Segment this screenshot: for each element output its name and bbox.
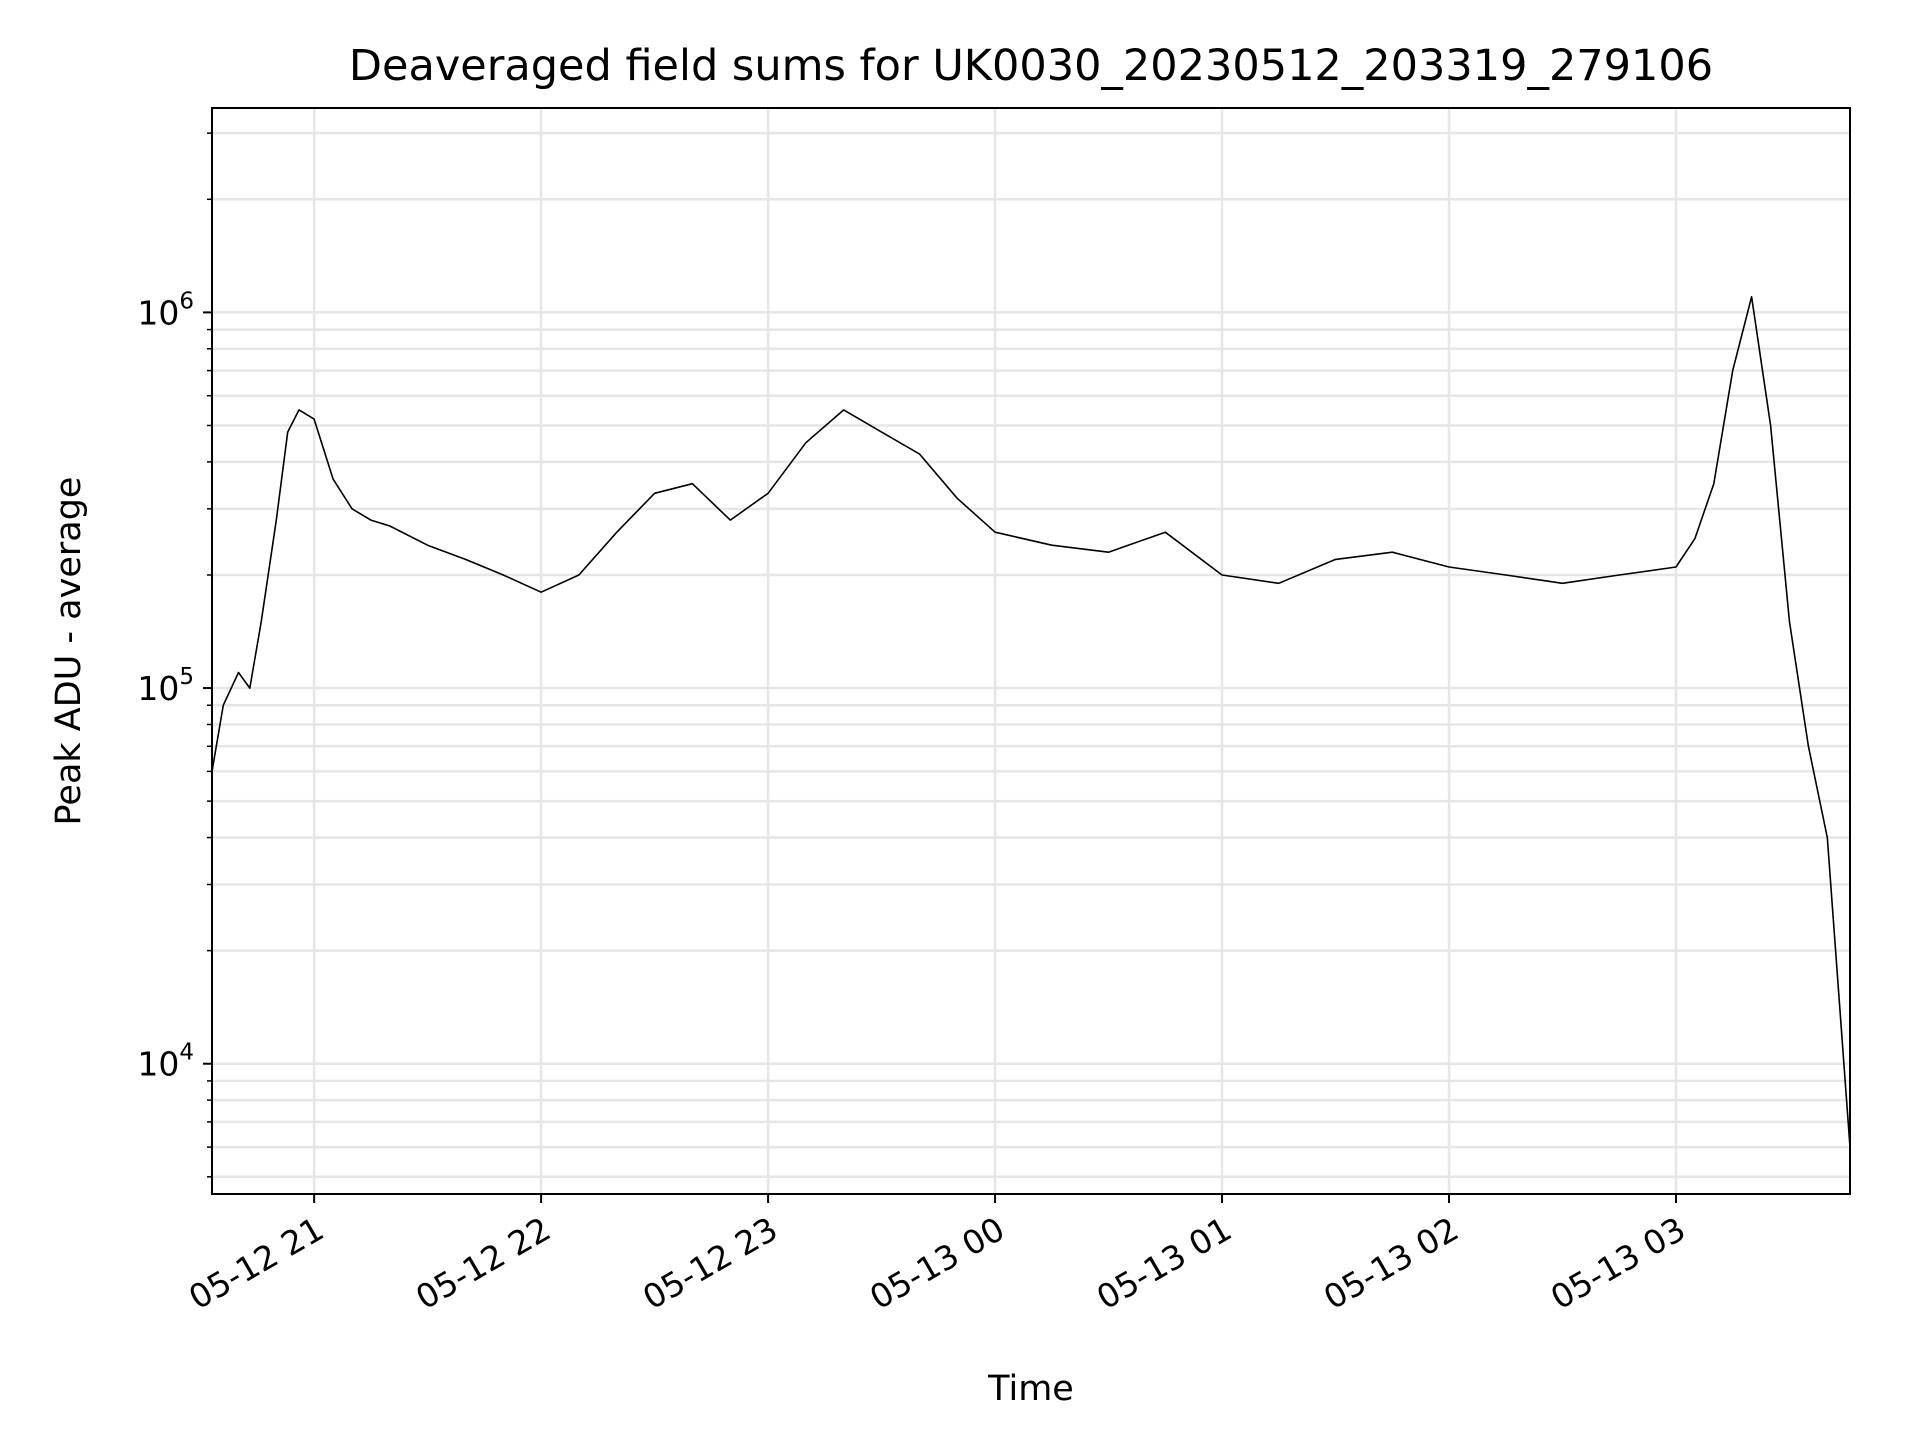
series-line [211,295,1851,1148]
y-tick-label: 104 [137,1040,194,1084]
series-layer [211,295,1851,1148]
x-tick-label: 05-13 00 [863,1209,1011,1317]
x-axis: 05-12 21 05-12 22 05-12 23 05-13 00 05-13 01… [182,1194,1692,1317]
x-tick-label: 05-12 23 [636,1209,784,1317]
x-tick-label: 05-12 22 [409,1209,557,1317]
x-tick-label: 05-13 03 [1544,1209,1692,1317]
x-tick-label: 05-12 21 [182,1209,330,1317]
x-tick-label: 05-13 02 [1317,1209,1465,1317]
x-axis-label: Time [987,1369,1074,1409]
y-tick-label: 106 [137,288,194,332]
x-tick-label: 05-13 01 [1090,1209,1238,1317]
y-axis: 104 105 106 [137,132,212,1178]
chart-title: Deaveraged field sums for UK0030_2023051… [349,41,1713,91]
grid-layer [212,108,1850,1194]
y-axis-label: Peak ADU - average [49,477,89,826]
plot-frame [211,107,1851,1195]
y-tick-label: 105 [137,664,194,708]
